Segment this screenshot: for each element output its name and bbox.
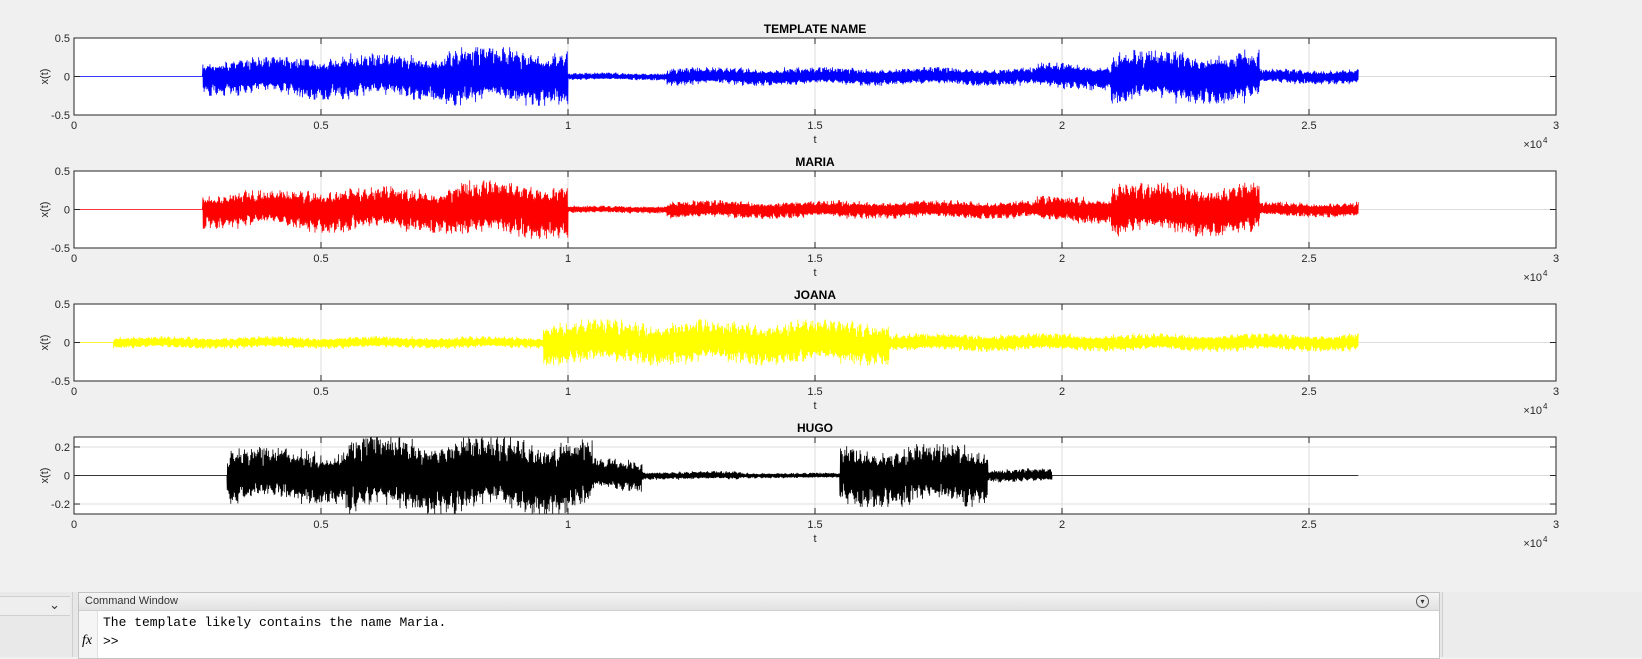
x-tick-label: 2 bbox=[1059, 519, 1065, 531]
x-exponent-label: ×10 bbox=[1523, 405, 1542, 417]
x-tick-label: 2.5 bbox=[1301, 120, 1316, 132]
x-exponent-power: 4 bbox=[1543, 269, 1548, 278]
command-gutter bbox=[79, 611, 98, 658]
y-tick-label: -0.2 bbox=[51, 499, 70, 511]
y-axis-label: x(t) bbox=[39, 202, 51, 218]
y-tick-label: 0 bbox=[64, 338, 70, 350]
signal-line bbox=[74, 436, 1359, 515]
x-tick-label: 1.5 bbox=[807, 253, 822, 265]
x-tick-label: 0.5 bbox=[313, 386, 328, 398]
y-tick-label: 0 bbox=[64, 72, 70, 84]
y-axis-label: x(t) bbox=[39, 335, 51, 351]
y-tick-label: 0 bbox=[64, 471, 70, 483]
x-tick-label: 0.5 bbox=[313, 519, 328, 531]
axes-title: HUGO bbox=[797, 421, 833, 435]
command-panel: ⌄ Command Window ▾ The template likely c… bbox=[0, 592, 1642, 659]
x-exponent-label: ×10 bbox=[1523, 139, 1542, 151]
x-tick-label: 3 bbox=[1553, 386, 1559, 398]
command-window-header: Command Window ▾ bbox=[79, 593, 1439, 611]
x-tick-label: 0 bbox=[71, 253, 77, 265]
x-tick-label: 3 bbox=[1553, 519, 1559, 531]
right-pane bbox=[1442, 592, 1642, 657]
fx-icon[interactable]: fx bbox=[82, 633, 93, 648]
x-axis-label: t bbox=[813, 400, 816, 412]
x-tick-label: 2.5 bbox=[1301, 519, 1316, 531]
expand-circle-icon[interactable]: ▾ bbox=[1416, 595, 1429, 608]
y-tick-label: 0 bbox=[64, 205, 70, 217]
x-tick-label: 1.5 bbox=[807, 519, 822, 531]
axes-title: TEMPLATE NAME bbox=[764, 22, 866, 36]
y-axis-label: x(t) bbox=[39, 468, 51, 484]
x-tick-label: 2.5 bbox=[1301, 386, 1316, 398]
chevron-down-icon[interactable]: ⌄ bbox=[49, 597, 60, 612]
command-window-title: Command Window bbox=[85, 595, 178, 607]
x-exponent-power: 4 bbox=[1543, 535, 1548, 544]
x-tick-label: 0.5 bbox=[313, 253, 328, 265]
y-tick-label: -0.5 bbox=[51, 243, 70, 255]
signal-line bbox=[74, 47, 1359, 106]
x-tick-label: 2 bbox=[1059, 386, 1065, 398]
left-pane-bar[interactable]: ⌄ bbox=[0, 596, 70, 616]
x-tick-label: 0.5 bbox=[313, 120, 328, 132]
x-tick-label: 0 bbox=[71, 519, 77, 531]
left-pane: ⌄ bbox=[0, 592, 73, 657]
axes-title: MARIA bbox=[795, 155, 835, 169]
x-tick-label: 2 bbox=[1059, 253, 1065, 265]
y-axis-label: x(t) bbox=[39, 69, 51, 85]
x-tick-label: 3 bbox=[1553, 120, 1559, 132]
y-tick-label: 0.5 bbox=[55, 33, 70, 45]
command-window[interactable]: Command Window ▾ The template likely con… bbox=[78, 592, 1440, 659]
signal-line bbox=[74, 180, 1359, 239]
x-exponent-power: 4 bbox=[1543, 402, 1548, 411]
y-tick-label: -0.5 bbox=[51, 376, 70, 388]
y-tick-label: 0.5 bbox=[55, 299, 70, 311]
x-tick-label: 1.5 bbox=[807, 120, 822, 132]
x-axis-label: t bbox=[813, 533, 816, 545]
x-tick-label: 1 bbox=[565, 519, 571, 531]
axes-title: JOANA bbox=[794, 288, 836, 302]
figure-area: 0 0.5 1 1.5 2 2.5 3 0.5 0 -0.5 TEMPLATE NAME t x(t) ×… bbox=[39, 22, 1560, 550]
command-output-line: The template likely contains the name Ma… bbox=[103, 615, 447, 630]
y-tick-label: 0.5 bbox=[55, 166, 70, 178]
x-tick-label: 1 bbox=[565, 253, 571, 265]
y-tick-label: 0.2 bbox=[55, 442, 70, 454]
x-exponent-label: ×10 bbox=[1523, 272, 1542, 284]
signal-line bbox=[74, 319, 1359, 366]
x-exponent-power: 4 bbox=[1543, 136, 1548, 145]
x-tick-label: 2.5 bbox=[1301, 253, 1316, 265]
x-tick-label: 1 bbox=[565, 120, 571, 132]
x-tick-label: 3 bbox=[1553, 253, 1559, 265]
x-axis-label: t bbox=[813, 134, 816, 146]
x-tick-label: 1.5 bbox=[807, 386, 822, 398]
x-exponent-label: ×10 bbox=[1523, 538, 1542, 550]
x-tick-label: 0 bbox=[71, 386, 77, 398]
x-tick-label: 2 bbox=[1059, 120, 1065, 132]
command-prompt[interactable]: >> bbox=[103, 634, 119, 649]
x-axis-label: t bbox=[813, 267, 816, 279]
x-tick-label: 0 bbox=[71, 120, 77, 132]
x-tick-label: 1 bbox=[565, 386, 571, 398]
y-tick-label: -0.5 bbox=[51, 110, 70, 122]
